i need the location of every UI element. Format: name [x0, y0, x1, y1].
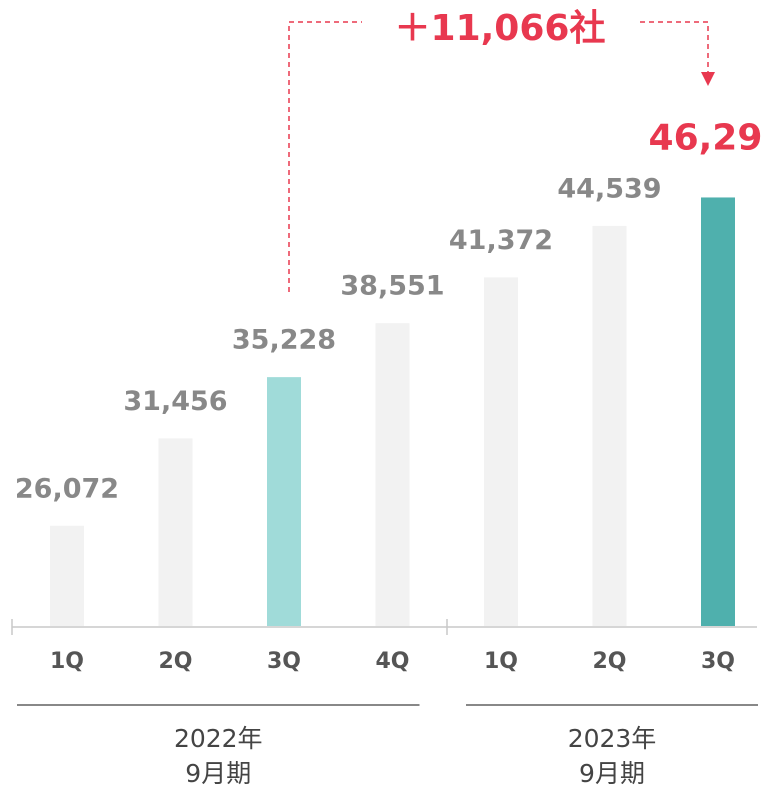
- value-label: 26,072: [15, 473, 119, 504]
- value-label: 38,551: [340, 271, 444, 302]
- bar: [375, 323, 410, 626]
- bar: [158, 438, 193, 626]
- bar: [50, 525, 84, 626]
- connector-arrow: [701, 72, 715, 86]
- value-label: 46,294: [649, 117, 763, 158]
- group-label: 9月期: [579, 759, 645, 788]
- x-tick-label: 1Q: [484, 649, 518, 674]
- group-label: 2022年: [174, 724, 263, 753]
- value-label: 44,539: [557, 173, 661, 204]
- bar: [267, 377, 301, 626]
- value-label: 35,228: [232, 325, 336, 356]
- value-label: 41,372: [449, 225, 553, 256]
- x-tick-label: 2Q: [158, 649, 192, 674]
- x-tick-label: 1Q: [50, 649, 84, 674]
- group-label: 2023年: [568, 724, 657, 753]
- x-tick-label: 3Q: [267, 649, 301, 674]
- group-label: 9月期: [185, 759, 251, 788]
- annotation: ＋11,066社: [395, 8, 606, 49]
- value-label: 31,456: [123, 386, 227, 417]
- bar: [592, 225, 627, 626]
- connector-left: [288, 21, 362, 292]
- connector-right: [640, 21, 709, 72]
- x-tick-label: 3Q: [701, 649, 735, 674]
- annotation-connector: [288, 21, 709, 292]
- x-tick-label: 2Q: [592, 649, 626, 674]
- bar: [701, 197, 735, 626]
- bar: [484, 277, 518, 626]
- x-tick-label: 4Q: [375, 649, 409, 674]
